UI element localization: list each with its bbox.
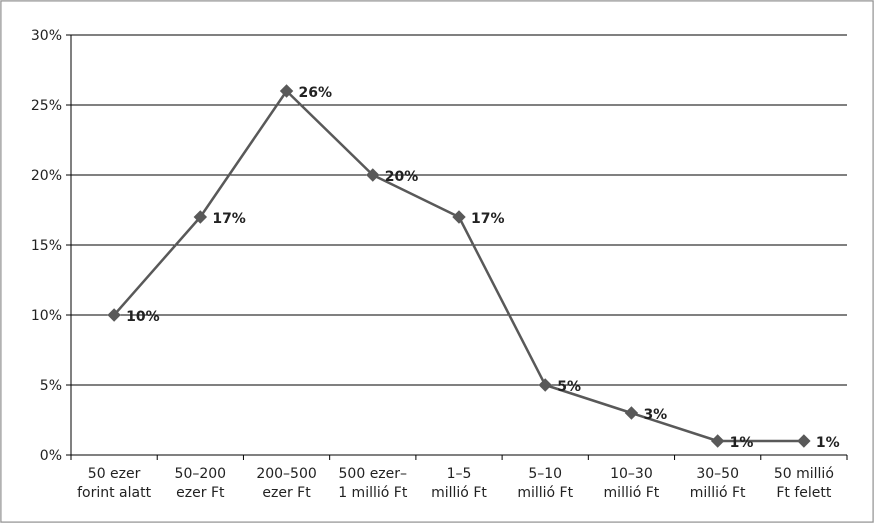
x-tick-label: 50–200 ezer Ft <box>175 466 227 501</box>
data-label: 17% <box>471 211 505 227</box>
data-label: 3% <box>643 407 667 423</box>
x-tick-label: 5–10 millió Ft <box>517 466 573 501</box>
data-label: 1% <box>730 435 754 451</box>
y-tick-label: 25% <box>31 98 62 114</box>
data-point-marker <box>366 168 380 182</box>
y-tick-labels: 0% 5% 10% 15% 20% 25% 30% <box>31 28 62 464</box>
x-tick-label: 1–5 millió Ft <box>431 466 487 501</box>
y-tick-label: 20% <box>31 168 62 184</box>
x-tick-label: 500 ezer– 1 millió Ft <box>338 466 408 501</box>
data-point-marker <box>193 210 208 224</box>
data-point-marker <box>538 378 552 392</box>
x-tick-label: 10–30 millió Ft <box>604 466 660 501</box>
markers <box>107 84 811 448</box>
data-label: 1% <box>816 435 840 451</box>
x-tick-label: 200–500 ezer Ft <box>256 466 316 501</box>
data-point-marker <box>452 210 466 224</box>
data-label: 17% <box>212 211 246 227</box>
x-tick-label: 50 ezer forint alatt <box>77 466 151 501</box>
data-label: 26% <box>299 85 333 101</box>
data-point-marker <box>279 84 294 98</box>
y-tick-label: 15% <box>31 238 62 254</box>
y-tick-label: 5% <box>40 378 62 394</box>
y-tick-label: 0% <box>40 448 62 464</box>
y-tick-label: 30% <box>31 28 62 44</box>
gridlines <box>71 34 847 386</box>
data-point-marker <box>107 308 121 322</box>
data-point-marker <box>624 406 639 420</box>
y-tick-label: 10% <box>31 308 62 324</box>
data-point-marker <box>797 434 811 448</box>
data-label: 10% <box>126 309 160 325</box>
data-label: 20% <box>385 169 419 185</box>
axes <box>66 34 848 460</box>
data-point-marker <box>710 434 725 448</box>
data-label: 5% <box>557 379 581 395</box>
x-tick-labels: 50 ezer forint alatt 50–200 ezer Ft 200–500 e… <box>77 466 834 501</box>
x-tick-label: 30–50 millió Ft <box>690 466 746 501</box>
x-tick-label: 50 millió Ft felett <box>774 466 834 501</box>
data-labels: 10% 17% 26% 20% 17% 5% 3% 1% 1% <box>126 85 840 451</box>
